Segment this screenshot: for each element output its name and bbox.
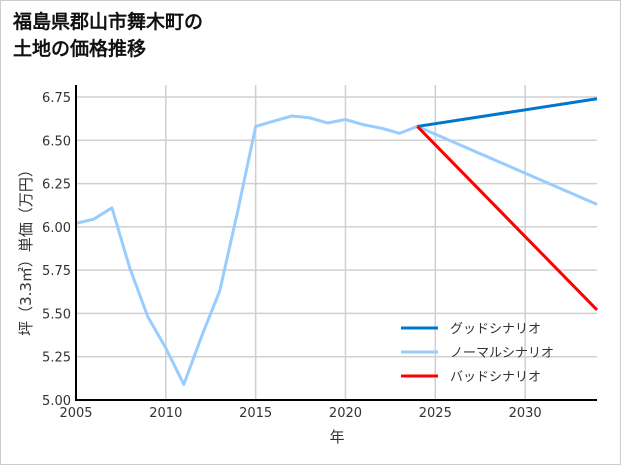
y-tick-label: 6.00	[42, 221, 71, 236]
y-tick-label: 5.50	[42, 307, 71, 322]
y-axis-label: 坪（3.3㎡）単価（万円）	[17, 162, 35, 336]
x-tick-label: 2030	[509, 406, 542, 421]
x-axis-label: 年	[329, 428, 344, 446]
y-tick-label: 5.75	[42, 264, 71, 279]
series-line-0	[417, 97, 598, 128]
title-line-2: 土地の価格推移	[13, 38, 147, 60]
series-line-1	[75, 114, 598, 386]
x-tick-label: 2005	[59, 406, 92, 421]
x-tick-label: 2025	[419, 406, 452, 421]
y-tick-label: 5.25	[42, 351, 71, 366]
x-tick-label: 2010	[149, 406, 182, 421]
legend-label: グッドシナリオ	[450, 322, 541, 337]
series-line-2	[416, 125, 599, 312]
y-tick-label: 5.00	[42, 394, 71, 409]
legend-label: バッドシナリオ	[450, 370, 541, 385]
y-tick-label: 6.50	[42, 134, 71, 149]
chart-title: 福島県郡山市舞木町の 土地の価格推移	[13, 9, 203, 63]
legend-label: ノーマルシナリオ	[450, 346, 554, 361]
title-line-1: 福島県郡山市舞木町の	[13, 11, 204, 33]
x-tick-label: 2015	[239, 406, 272, 421]
y-tick-label: 6.75	[42, 91, 71, 106]
y-tick-label: 6.25	[42, 178, 71, 193]
x-tick-label: 2020	[329, 406, 362, 421]
